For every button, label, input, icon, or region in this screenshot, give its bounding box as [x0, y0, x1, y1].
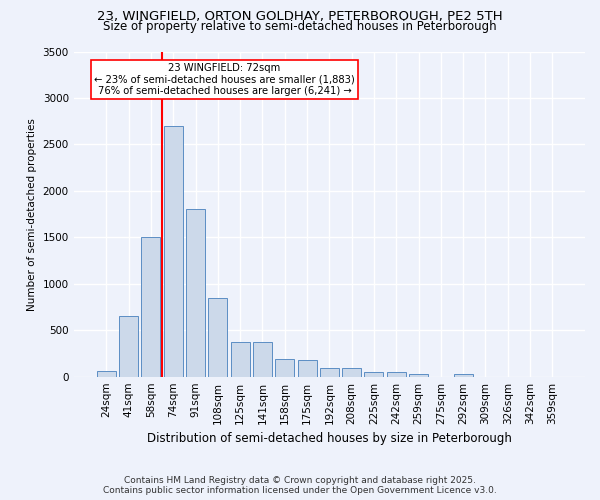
Bar	[409, 374, 428, 376]
Bar	[97, 370, 116, 376]
Bar	[298, 360, 317, 376]
Bar	[364, 372, 383, 376]
Bar	[342, 368, 361, 376]
Bar	[275, 358, 294, 376]
Bar	[387, 372, 406, 376]
Text: 23, WINGFIELD, ORTON GOLDHAY, PETERBOROUGH, PE2 5TH: 23, WINGFIELD, ORTON GOLDHAY, PETERBOROU…	[97, 10, 503, 23]
Text: Size of property relative to semi-detached houses in Peterborough: Size of property relative to semi-detach…	[103, 20, 497, 33]
Bar	[230, 342, 250, 376]
Y-axis label: Number of semi-detached properties: Number of semi-detached properties	[27, 118, 37, 310]
Bar	[119, 316, 138, 376]
Bar	[208, 298, 227, 376]
Bar	[253, 342, 272, 376]
Bar	[454, 374, 473, 376]
Bar	[164, 126, 183, 376]
Bar	[320, 368, 339, 376]
Text: 23 WINGFIELD: 72sqm
← 23% of semi-detached houses are smaller (1,883)
76% of sem: 23 WINGFIELD: 72sqm ← 23% of semi-detach…	[94, 62, 355, 96]
X-axis label: Distribution of semi-detached houses by size in Peterborough: Distribution of semi-detached houses by …	[147, 432, 512, 445]
Bar	[142, 238, 160, 376]
Text: Contains HM Land Registry data © Crown copyright and database right 2025.
Contai: Contains HM Land Registry data © Crown c…	[103, 476, 497, 495]
Bar	[186, 210, 205, 376]
